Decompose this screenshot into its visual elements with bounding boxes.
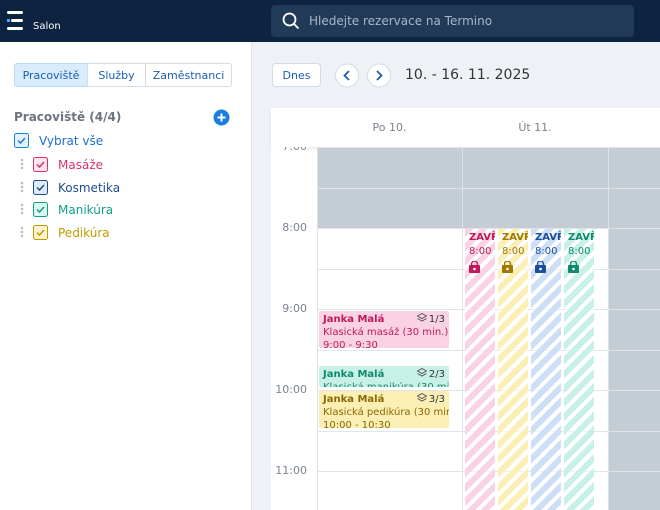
event-head: Janka Malá 1/3 <box>323 312 445 326</box>
workplace[interactable]: Manikúra <box>58 203 114 218</box>
lock-icon <box>502 260 528 278</box>
add-button[interactable] <box>213 109 230 126</box>
client-name: Janka Malá <box>323 314 385 325</box>
workplace[interactable]: Kosmetika <box>58 180 121 195</box>
closed-time: 8:00 - <box>502 246 528 257</box>
hour-label: 10:00 <box>271 383 307 396</box>
event[interactable]: Janka Malá 1/3 Klasická masáž (30 min.) 9:0… <box>319 311 449 348</box>
tab[interactable]: Zaměstnanci <box>145 63 232 87</box>
hour-label: 8:00 <box>271 221 307 234</box>
closed-title: ZAVŘ <box>502 232 528 243</box>
calendar-body: 7:00 8:00 9:00 10:00 11:00 <box>0 147 660 510</box>
closed-time: 8:00 - <box>535 246 561 257</box>
event-head: Janka Malá 2/3 <box>323 367 445 381</box>
select-all[interactable]: Vybrat vše <box>39 134 104 148</box>
search-box[interactable] <box>271 5 634 37</box>
hour-line <box>317 147 660 148</box>
drag-handle <box>20 180 24 193</box>
search-icon <box>282 12 300 30</box>
checkbox[interactable] <box>33 202 48 218</box>
layers-icon <box>416 392 428 402</box>
layers-icon <box>416 367 428 377</box>
event-time: 9:00 - 9:30 <box>323 340 378 348</box>
column-line <box>462 147 463 510</box>
workplace[interactable]: Masáže <box>58 158 103 172</box>
closed-time: 8:00 - <box>568 246 594 257</box>
nav-buttons[interactable] <box>335 63 391 88</box>
day-label: Po 10. <box>372 121 407 134</box>
search-placeholder: Hledejte rezervace na Termino <box>309 14 493 28</box>
tab[interactable]: Pracoviště <box>14 63 88 87</box>
client-name: Janka Malá <box>323 369 385 380</box>
lock-icon <box>568 260 594 278</box>
event-count: 2/3 <box>416 367 445 381</box>
closed-time: 8:00 - <box>469 246 495 257</box>
client-name: Janka Malá <box>323 394 385 405</box>
closed-title: ZAVŘ <box>568 232 594 243</box>
tab[interactable]: Služby <box>87 63 146 87</box>
hour-line <box>317 228 660 229</box>
hour-label: 7:00 <box>271 147 307 153</box>
hour-label: 11:00 <box>271 464 307 477</box>
layers-icon <box>416 312 428 322</box>
event[interactable]: Janka Malá 3/3 Klasická pedikúra (30 min.)… <box>319 391 449 428</box>
checkbox[interactable] <box>33 179 48 195</box>
closed-block: ZAVŘ 8:00 - <box>564 229 594 510</box>
checkbox[interactable] <box>33 157 48 172</box>
lock-icon <box>469 260 495 278</box>
hour-label: 9:00 <box>271 302 307 315</box>
closed-title: ZAVŘ <box>469 232 495 243</box>
drag-handle <box>20 203 24 216</box>
date-range: 10. - 16. 11. 2025 <box>405 67 531 83</box>
event-count: 1/3 <box>416 312 445 326</box>
closed-title: ZAVŘ <box>535 232 561 243</box>
checkbox[interactable] <box>14 133 29 148</box>
event-count: 3/3 <box>416 392 445 406</box>
today-button[interactable]: Dnes <box>272 63 321 87</box>
closed-block: ZAVŘ 8:00 - <box>498 229 528 510</box>
hour-line <box>317 187 660 189</box>
closed-block: ZAVŘ 8:00 - <box>531 229 561 510</box>
service: Klasická masáž (30 min.) <box>323 327 449 338</box>
day-label: Út 11. <box>518 121 552 134</box>
column-line <box>608 147 609 510</box>
workplace[interactable]: Pedikúra <box>58 226 110 241</box>
lock-icon <box>535 260 561 278</box>
drag-handle <box>20 226 24 239</box>
column-line <box>317 147 318 510</box>
sidebar <box>0 42 252 510</box>
logo <box>7 11 23 30</box>
calendar-header <box>271 108 660 147</box>
brand: Salon <box>33 21 61 32</box>
closed-block: ZAVŘ 8:00 - <box>465 229 495 510</box>
event-time: 10:00 - 10:30 <box>323 420 391 428</box>
service: Klasická manikúra (30 min.) <box>323 381 449 387</box>
event-head: Janka Malá 3/3 <box>323 392 445 406</box>
section-title: Pracoviště (4/4) <box>14 110 122 124</box>
service: Klasická pedikúra (30 min.) <box>323 407 449 418</box>
checkbox[interactable] <box>33 225 48 241</box>
drag-handle <box>20 158 24 170</box>
